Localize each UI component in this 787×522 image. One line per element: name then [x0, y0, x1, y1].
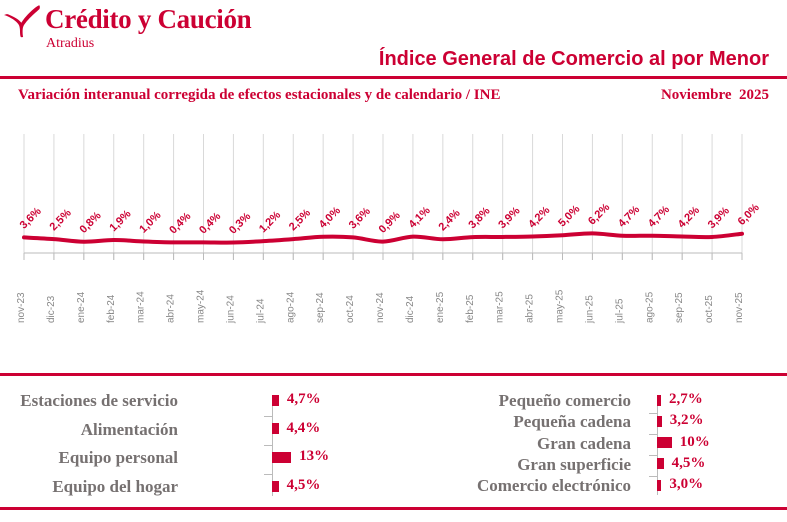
svg-text:0,4%: 0,4%	[167, 210, 193, 236]
svg-text:sep-25: sep-25	[674, 292, 685, 323]
svg-text:oct-24: oct-24	[345, 295, 356, 323]
svg-text:ago-24: ago-24	[285, 291, 296, 323]
svg-text:abr-25: abr-25	[525, 294, 536, 323]
svg-text:mar-24: mar-24	[136, 291, 147, 323]
svg-text:6,2%: 6,2%	[586, 201, 612, 227]
svg-text:4,2%: 4,2%	[676, 204, 702, 230]
svg-text:dic-24: dic-24	[405, 295, 416, 323]
svg-text:ene-25: ene-25	[435, 291, 446, 323]
svg-text:nov-25: nov-25	[734, 292, 745, 323]
svg-text:3,6%: 3,6%	[347, 205, 373, 231]
svg-text:3,6%: 3,6%	[18, 205, 44, 231]
svg-text:nov-23: nov-23	[16, 292, 27, 323]
svg-text:0,4%: 0,4%	[197, 210, 223, 236]
svg-text:4,1%: 4,1%	[407, 204, 433, 230]
svg-text:feb-25: feb-25	[465, 294, 476, 323]
svg-text:may-24: may-24	[196, 289, 207, 323]
svg-text:may-25: may-25	[555, 289, 566, 323]
svg-text:4,0%: 4,0%	[317, 205, 343, 231]
svg-text:mar-25: mar-25	[495, 291, 506, 323]
svg-text:ago-25: ago-25	[644, 291, 655, 323]
svg-text:feb-24: feb-24	[106, 294, 117, 323]
svg-text:4,2%: 4,2%	[526, 204, 552, 230]
svg-text:ene-24: ene-24	[76, 291, 87, 323]
svg-text:4,7%: 4,7%	[616, 203, 642, 229]
svg-text:jun-24: jun-24	[225, 295, 236, 324]
svg-text:2,4%: 2,4%	[436, 207, 462, 233]
svg-text:0,3%: 0,3%	[227, 210, 253, 236]
svg-text:dic-23: dic-23	[46, 295, 57, 323]
svg-text:1,0%: 1,0%	[137, 209, 163, 235]
svg-text:0,8%: 0,8%	[77, 210, 103, 236]
svg-text:0,9%: 0,9%	[377, 209, 403, 235]
svg-text:1,2%: 1,2%	[257, 209, 283, 235]
svg-text:4,7%: 4,7%	[646, 203, 672, 229]
svg-text:2,5%: 2,5%	[48, 207, 74, 233]
svg-text:abr-24: abr-24	[166, 294, 177, 323]
svg-text:3,8%: 3,8%	[466, 205, 492, 231]
svg-text:jul-24: jul-24	[255, 298, 266, 324]
svg-text:jun-25: jun-25	[584, 295, 595, 324]
svg-text:sep-24: sep-24	[315, 292, 326, 323]
svg-text:6,0%: 6,0%	[736, 201, 762, 227]
svg-text:1,9%: 1,9%	[107, 208, 133, 234]
svg-text:3,9%: 3,9%	[706, 205, 732, 231]
svg-text:5,0%: 5,0%	[556, 203, 582, 229]
svg-text:3,9%: 3,9%	[496, 205, 522, 231]
svg-text:2,5%: 2,5%	[287, 207, 313, 233]
svg-text:nov-24: nov-24	[375, 292, 386, 323]
svg-text:oct-25: oct-25	[704, 295, 715, 323]
svg-text:jul-25: jul-25	[614, 298, 625, 324]
